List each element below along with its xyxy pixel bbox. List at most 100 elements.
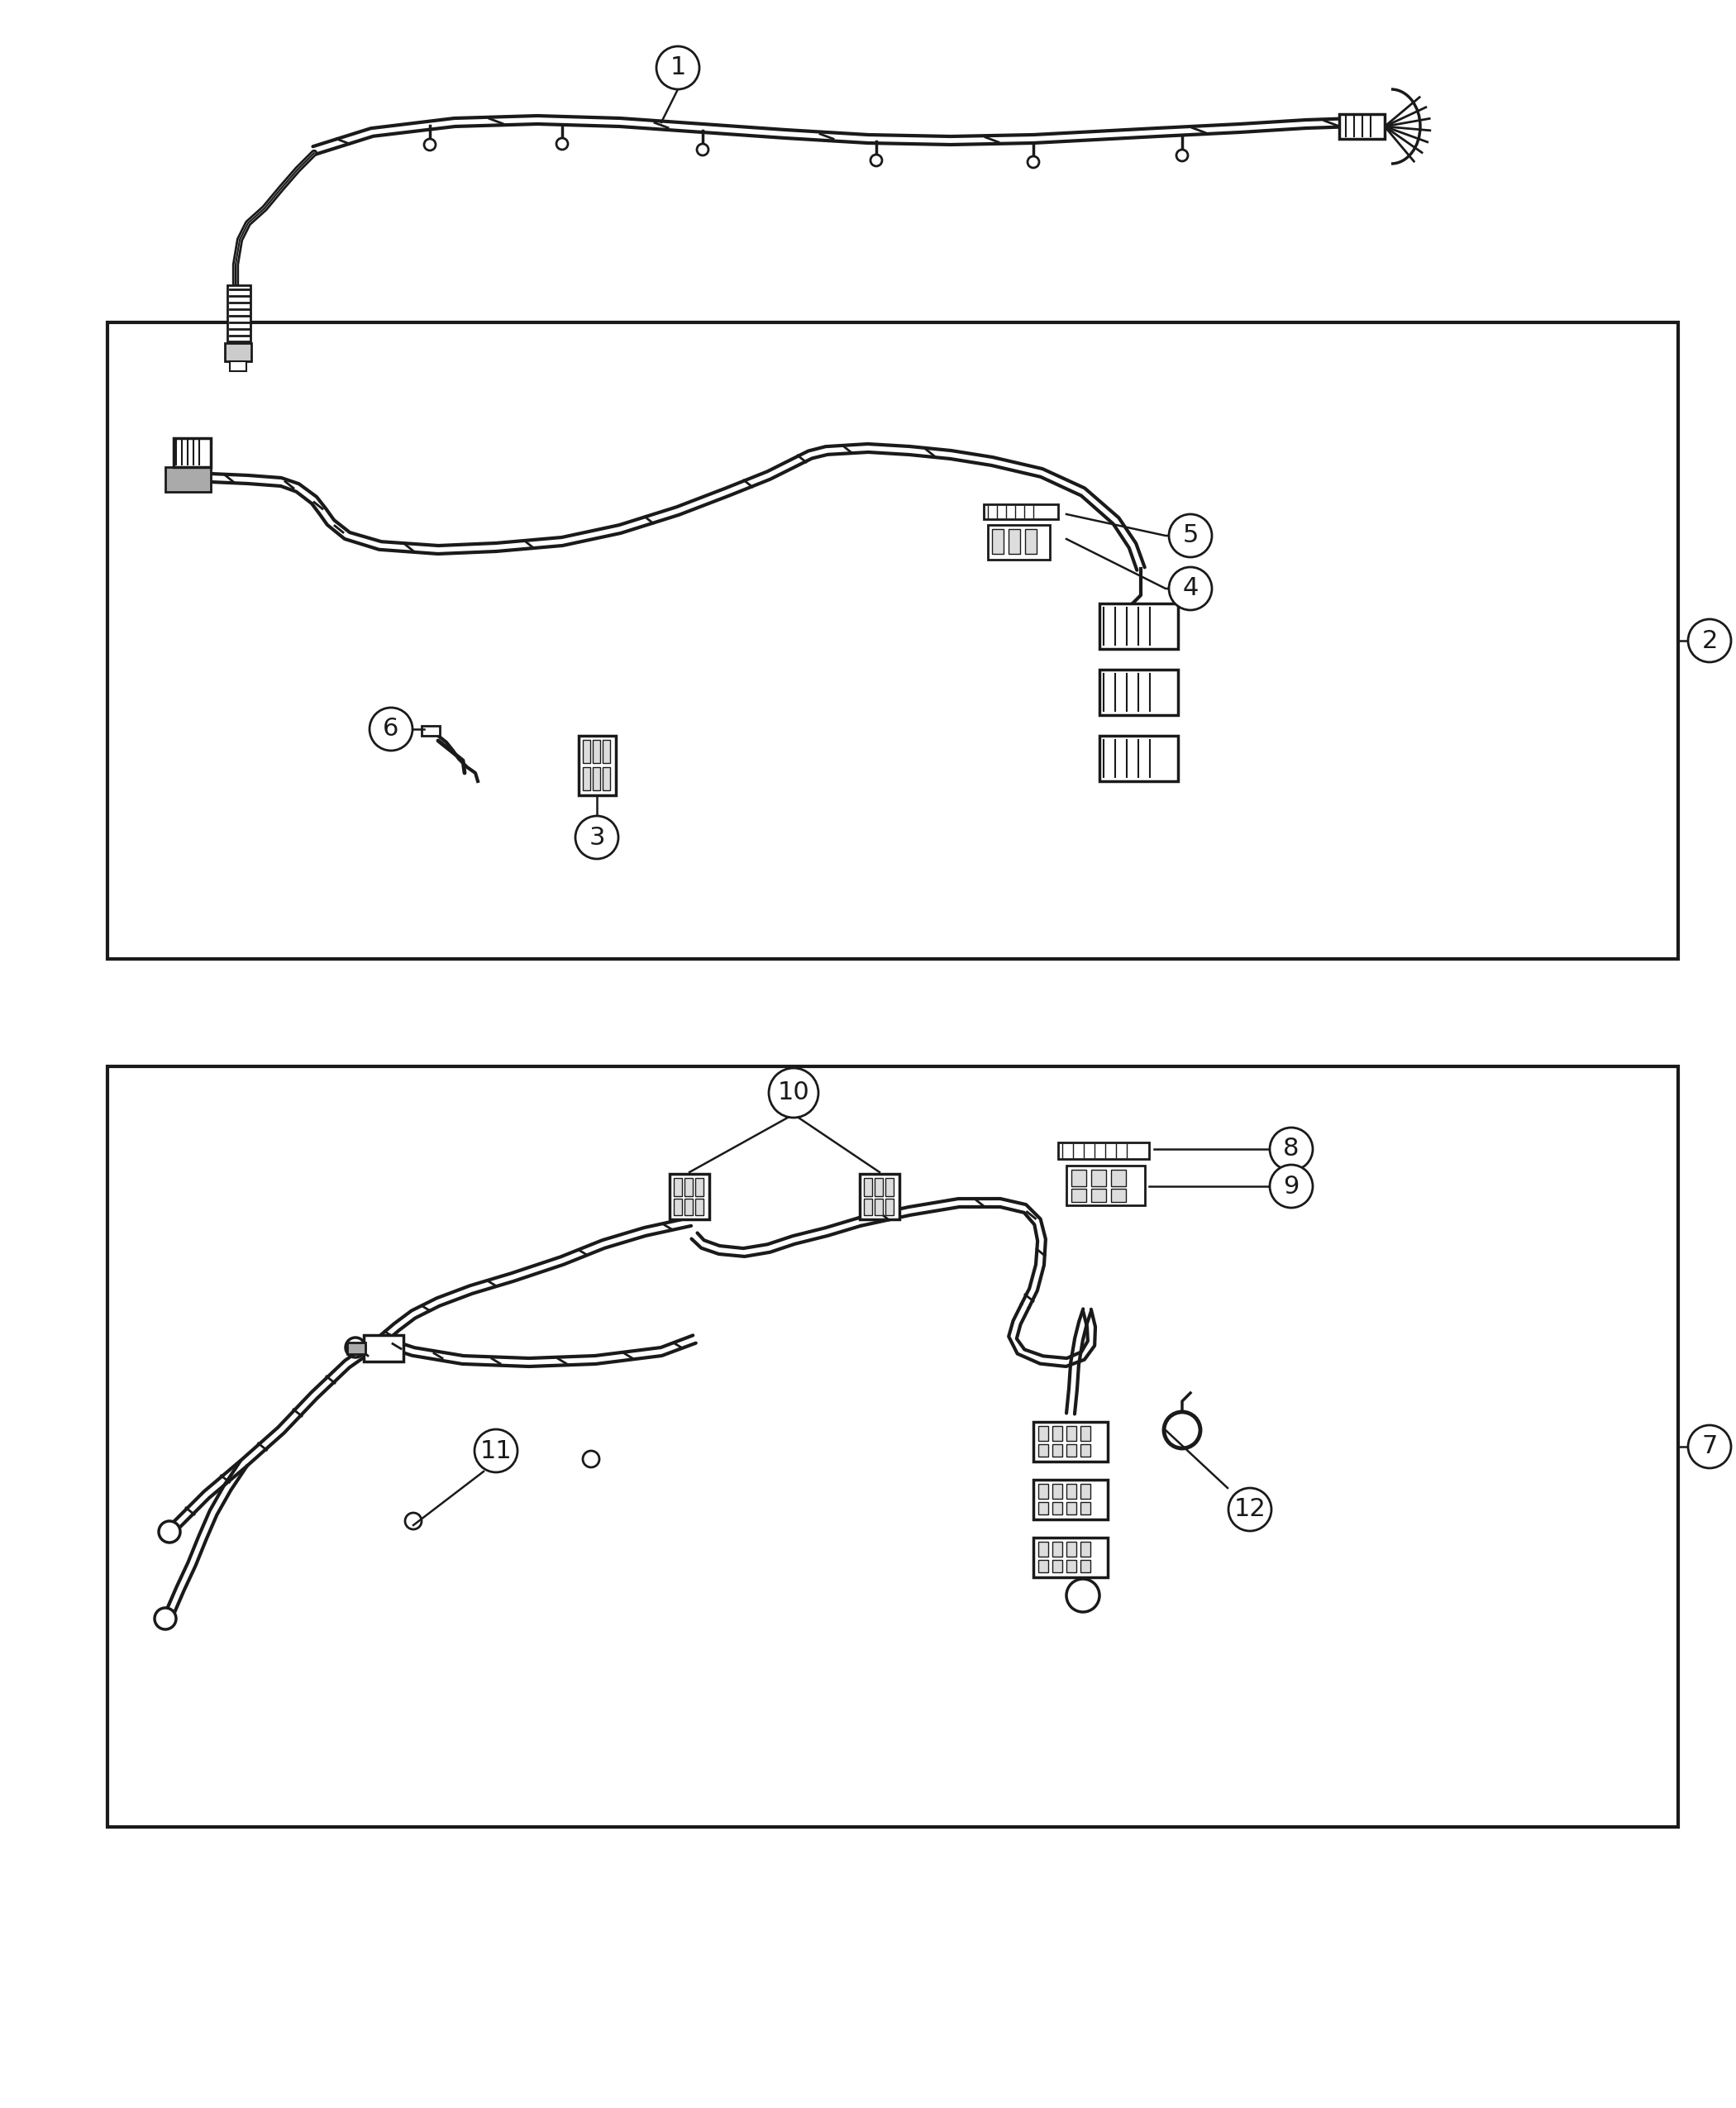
Bar [1024, 529, 1036, 554]
Bar [1066, 1444, 1076, 1457]
Bar [347, 1343, 365, 1353]
Circle shape [1687, 1425, 1731, 1467]
Circle shape [1168, 567, 1212, 609]
Bar [1111, 1189, 1127, 1202]
Bar [1080, 1425, 1090, 1442]
Bar [988, 525, 1050, 559]
Circle shape [1269, 1128, 1312, 1170]
Circle shape [474, 1429, 517, 1471]
Bar [229, 360, 247, 371]
Bar [1111, 1170, 1127, 1187]
Circle shape [404, 1514, 422, 1528]
Bar [1066, 1166, 1146, 1206]
Bar [1038, 1503, 1049, 1514]
Text: 11: 11 [479, 1440, 512, 1463]
Bar [1066, 1484, 1076, 1499]
Bar [1033, 1537, 1108, 1577]
Bar [602, 740, 609, 763]
Circle shape [769, 1069, 818, 1117]
Circle shape [1229, 1488, 1271, 1530]
Bar [1038, 1425, 1049, 1442]
Bar [1038, 1560, 1049, 1573]
Bar [684, 1178, 693, 1195]
Bar [1080, 1444, 1090, 1457]
Bar [1080, 1560, 1090, 1573]
Bar [227, 285, 250, 341]
Text: 3: 3 [589, 826, 604, 850]
Circle shape [1028, 156, 1040, 169]
Bar [1033, 1423, 1108, 1461]
Bar [885, 1199, 894, 1214]
Bar [984, 504, 1059, 519]
Bar [1052, 1425, 1062, 1442]
Bar [684, 1199, 693, 1214]
Bar [1099, 736, 1179, 782]
Bar [1092, 1170, 1106, 1187]
Bar [1092, 1189, 1106, 1202]
Circle shape [556, 137, 568, 150]
Bar [865, 1178, 871, 1195]
Bar [859, 1174, 899, 1218]
Bar [1080, 1503, 1090, 1514]
Bar [1066, 1541, 1076, 1556]
Bar [875, 1178, 884, 1195]
Bar [1052, 1560, 1062, 1573]
Bar [1052, 1484, 1062, 1499]
Bar [885, 1178, 894, 1195]
Bar [1033, 1480, 1108, 1520]
Text: 1: 1 [670, 55, 686, 80]
Circle shape [424, 139, 436, 150]
Text: 9: 9 [1283, 1174, 1299, 1197]
Text: 6: 6 [384, 717, 399, 742]
Circle shape [370, 708, 413, 750]
Text: 12: 12 [1234, 1497, 1266, 1522]
Circle shape [1066, 1579, 1099, 1613]
Bar [694, 1199, 703, 1214]
Bar [1059, 1143, 1149, 1159]
Text: 2: 2 [1701, 628, 1717, 653]
Bar [583, 740, 590, 763]
Bar [1052, 1541, 1062, 1556]
Circle shape [155, 1608, 175, 1629]
Text: 10: 10 [778, 1081, 809, 1105]
Bar [1052, 1503, 1062, 1514]
Circle shape [696, 143, 708, 156]
Bar [592, 740, 601, 763]
Bar [1066, 1425, 1076, 1442]
Text: 4: 4 [1182, 578, 1198, 601]
Circle shape [1687, 620, 1731, 662]
Bar [602, 767, 609, 790]
Text: 5: 5 [1182, 523, 1198, 548]
Bar [108, 1067, 1679, 1828]
Bar [1066, 1503, 1076, 1514]
Circle shape [1269, 1166, 1312, 1208]
Bar [165, 468, 210, 491]
Circle shape [656, 46, 700, 89]
Bar [1099, 670, 1179, 715]
Bar [1066, 1560, 1076, 1573]
Bar [1099, 603, 1179, 649]
Circle shape [1177, 150, 1187, 160]
Bar [674, 1199, 682, 1214]
Bar [1071, 1170, 1087, 1187]
Bar [226, 344, 252, 360]
Bar [108, 323, 1679, 959]
Circle shape [583, 1450, 599, 1467]
Bar [592, 767, 601, 790]
Bar [365, 1334, 403, 1362]
Bar [865, 1199, 871, 1214]
Circle shape [1168, 514, 1212, 557]
Bar [694, 1178, 703, 1195]
Text: 8: 8 [1283, 1136, 1299, 1162]
Text: 7: 7 [1701, 1436, 1717, 1459]
Bar [674, 1178, 682, 1195]
Bar [174, 438, 210, 468]
Bar [1038, 1541, 1049, 1556]
Bar [1338, 114, 1385, 139]
Bar [1038, 1484, 1049, 1499]
Circle shape [575, 816, 618, 858]
Circle shape [870, 154, 882, 167]
Bar [583, 767, 590, 790]
Bar [875, 1199, 884, 1214]
Bar [422, 725, 439, 736]
